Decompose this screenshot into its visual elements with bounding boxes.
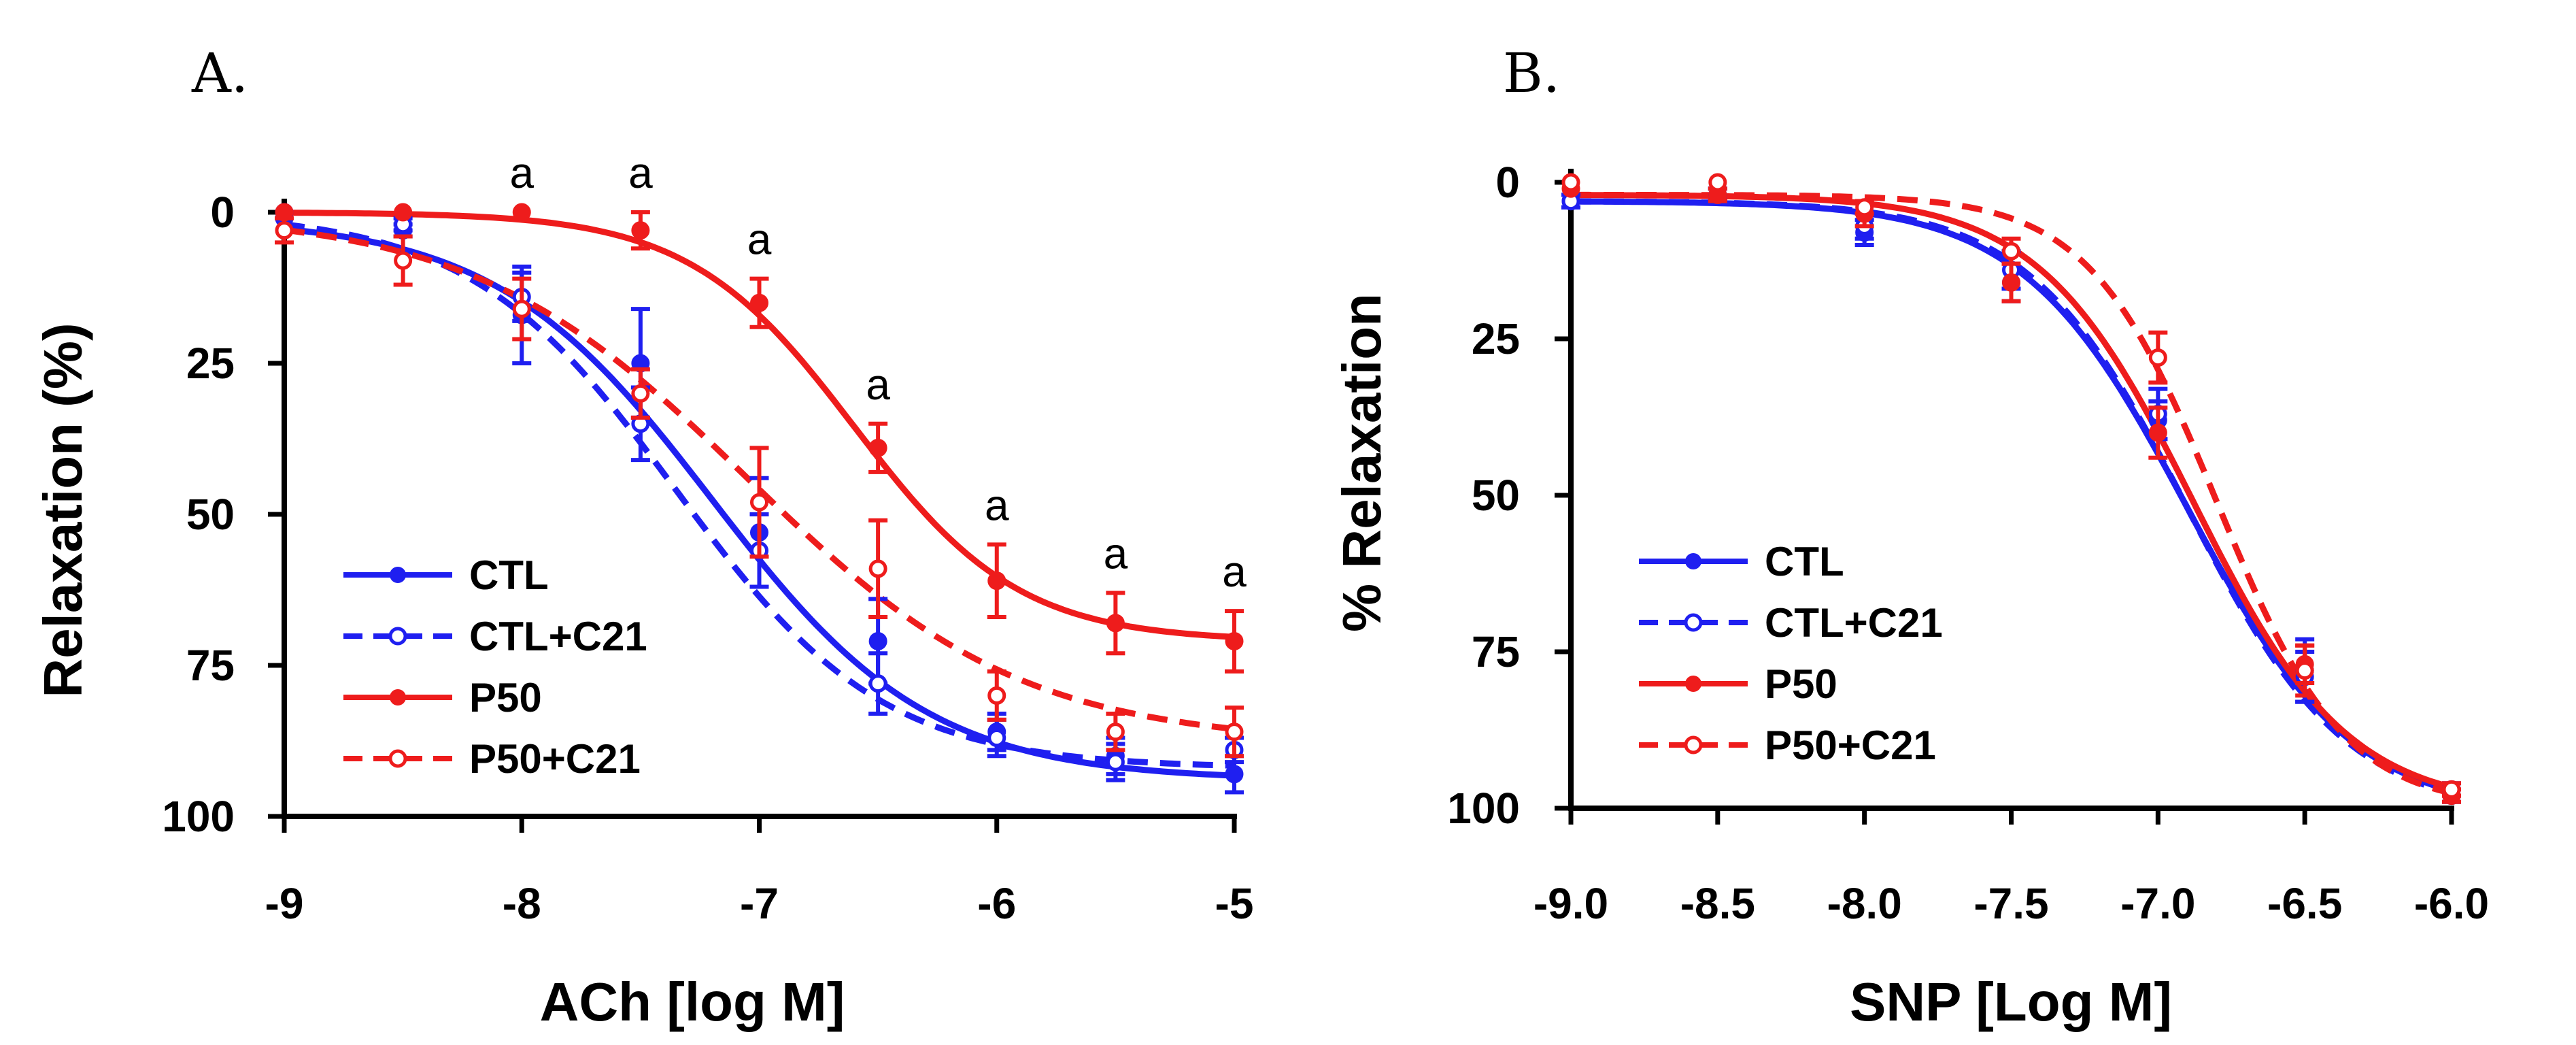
panel-b-x-tick-label: -6.5: [2267, 879, 2342, 928]
panel-b-axes: 0 25 50 75 100 -9.0 -8.5 -8.0 -7.5 -7.0 -6.5 -6.0: [1447, 158, 2489, 928]
panel-a-point-ctl: [1225, 765, 1244, 784]
panel-b-y-tick-label: 100: [1447, 784, 1520, 833]
panel-a-point-ctl-c21: [1106, 752, 1125, 772]
panel-a-point-p50: [1225, 631, 1244, 650]
panel-a-legend-marker-ctl: [390, 567, 406, 583]
panel-a-legend-label-p50: P50: [469, 675, 542, 720]
panel-a-y-tick-label: 75: [186, 641, 235, 690]
panel-a-x-tick-label: -8: [503, 879, 541, 928]
panel-a-point-p50: [512, 203, 531, 222]
panel-b-point-p50-c21: [1855, 198, 1874, 217]
panel-b-x-tick-label: -6.0: [2414, 879, 2489, 928]
panel-b-x-tick-label: -7.5: [1973, 879, 2048, 928]
panel-b-x-tick-label: -8.5: [1680, 879, 1755, 928]
panel-a-legend-label-ctl: CTL: [469, 552, 549, 598]
panel-a-legend-label-p50-c21: P50+C21: [469, 736, 641, 782]
panel-b-legend-marker-ctl-c21: [1684, 613, 1703, 632]
panel-b-x-tick-label: -7.0: [2120, 879, 2195, 928]
panel-a-x-axis-title: ACh [log M]: [540, 972, 845, 1032]
panel-a-fit-curve-ctl-c21: [284, 221, 1235, 769]
panel-b-point-p50-c21: [2442, 780, 2461, 799]
panel-a-significance-marker: a: [628, 148, 653, 197]
panel-a-significance-marker: a: [509, 148, 534, 197]
panel-a-legend-marker-p50: [390, 689, 406, 706]
panel-b-legend-marker-p50-c21: [1684, 735, 1703, 754]
panel-a-point-p50-c21: [868, 559, 887, 578]
panel-a-significance-marker: a: [1222, 547, 1247, 596]
panel-a-y-tick-label: 100: [162, 792, 235, 841]
panel-a-point-p50-c21: [987, 686, 1006, 705]
panel-a-point-p50-c21: [275, 221, 294, 240]
panel-b-point-p50: [2002, 273, 2020, 292]
panel-a-point-p50: [868, 438, 887, 457]
panel-b-point-p50-c21: [2002, 242, 2020, 261]
panel-a-y-tick-label: 25: [186, 339, 235, 388]
panel-a-legend-label-ctl-c21: CTL+C21: [469, 614, 647, 659]
panel-a-point-ctl: [868, 631, 887, 650]
panel-a-legend-marker-ctl-c21: [388, 627, 407, 646]
panel-b-x-axis-title: SNP [Log M]: [1850, 972, 2172, 1032]
panel-b-point-p50-c21: [1561, 173, 1580, 192]
panel-a-point-p50: [394, 203, 413, 222]
panel-a-significance-marker: a: [1104, 529, 1128, 578]
panel-a-y-axis-title: Relaxation (%): [33, 322, 93, 697]
panel-b-point-p50-c21: [1708, 173, 1727, 192]
panel-a-point-p50: [987, 571, 1006, 591]
panel-a-point-ctl-c21: [987, 729, 1006, 748]
panel-a-point-p50-c21: [1225, 723, 1244, 742]
panel-a-point-p50: [631, 221, 650, 240]
panel-a-legend: CTL CTL+C21 P50 P50+C21: [343, 552, 647, 782]
panel-a-x-tick-label: -9: [265, 879, 304, 928]
panel-b-y-tick-label: 50: [1472, 471, 1520, 520]
panel-a-point-ctl-c21: [868, 674, 887, 693]
panel-b-y-tick-label: 25: [1472, 314, 1520, 363]
panel-b-x-tick-label: -9.0: [1533, 879, 1608, 928]
panel-b-point-p50-c21: [2148, 348, 2167, 367]
panel-b-label: B.: [1503, 42, 1560, 105]
panel-a-significance-marker: a: [985, 480, 1009, 529]
panel-b-legend-marker-p50: [1685, 676, 1701, 692]
panel-a: A. 0 25 50 75 100 -9 -8 -7 -6 -5 a a a a a a a CTL CTL+C…: [33, 42, 1253, 1032]
panel-a-point-p50: [1106, 614, 1125, 633]
panel-a-annotations: a a a a a a a: [509, 148, 1247, 596]
panel-a-point-p50-c21: [512, 299, 531, 318]
panel-a-y-tick-label: 50: [186, 490, 235, 539]
panel-a-point-p50: [750, 293, 768, 312]
panel-a-point-p50-c21: [750, 493, 768, 512]
panel-b-legend-marker-ctl: [1685, 553, 1701, 569]
panel-b-legend: CTL CTL+C21 P50 P50+C21: [1639, 539, 1943, 768]
panel-a-x-tick-label: -6: [977, 879, 1016, 928]
panel-a-points: [275, 203, 1244, 795]
panel-a-point-p50-c21: [631, 384, 650, 403]
panel-b-point-p50: [2148, 423, 2167, 442]
panel-b-points: [1561, 173, 2461, 806]
panel-b: B. 0 25 50 75 100 -9.0 -8.5 -8.0 -7.5 -7.0 -6.5 -6.…: [1332, 42, 2489, 1032]
panel-a-significance-marker: a: [866, 360, 890, 409]
panel-b-legend-label-ctl-c21: CTL+C21: [1765, 600, 1943, 646]
panel-b-y-tick-label: 75: [1472, 627, 1520, 676]
panel-b-y-axis-title: % Relaxation: [1332, 293, 1392, 632]
panel-b-y-tick-label: 0: [1495, 158, 1520, 207]
panel-a-label: A.: [191, 42, 248, 105]
panel-b-legend-label-ctl: CTL: [1765, 539, 1844, 584]
panel-b-legend-label-p50-c21: P50+C21: [1765, 723, 1936, 768]
panel-a-point-p50-c21: [394, 251, 413, 270]
panel-a-x-tick-label: -7: [740, 879, 779, 928]
panel-a-x-tick-label: -5: [1215, 879, 1254, 928]
panel-a-axes: 0 25 50 75 100 -9 -8 -7 -6 -5: [162, 188, 1253, 928]
panel-a-y-tick-label: 0: [210, 188, 235, 237]
panel-a-point-p50-c21: [1106, 723, 1125, 742]
panel-b-point-p50-c21: [2295, 661, 2314, 680]
panel-a-significance-marker: a: [747, 215, 772, 264]
panel-a-legend-marker-p50-c21: [388, 749, 407, 768]
panel-b-x-tick-label: -8.0: [1827, 879, 1902, 928]
panel-b-legend-label-p50: P50: [1765, 661, 1837, 707]
